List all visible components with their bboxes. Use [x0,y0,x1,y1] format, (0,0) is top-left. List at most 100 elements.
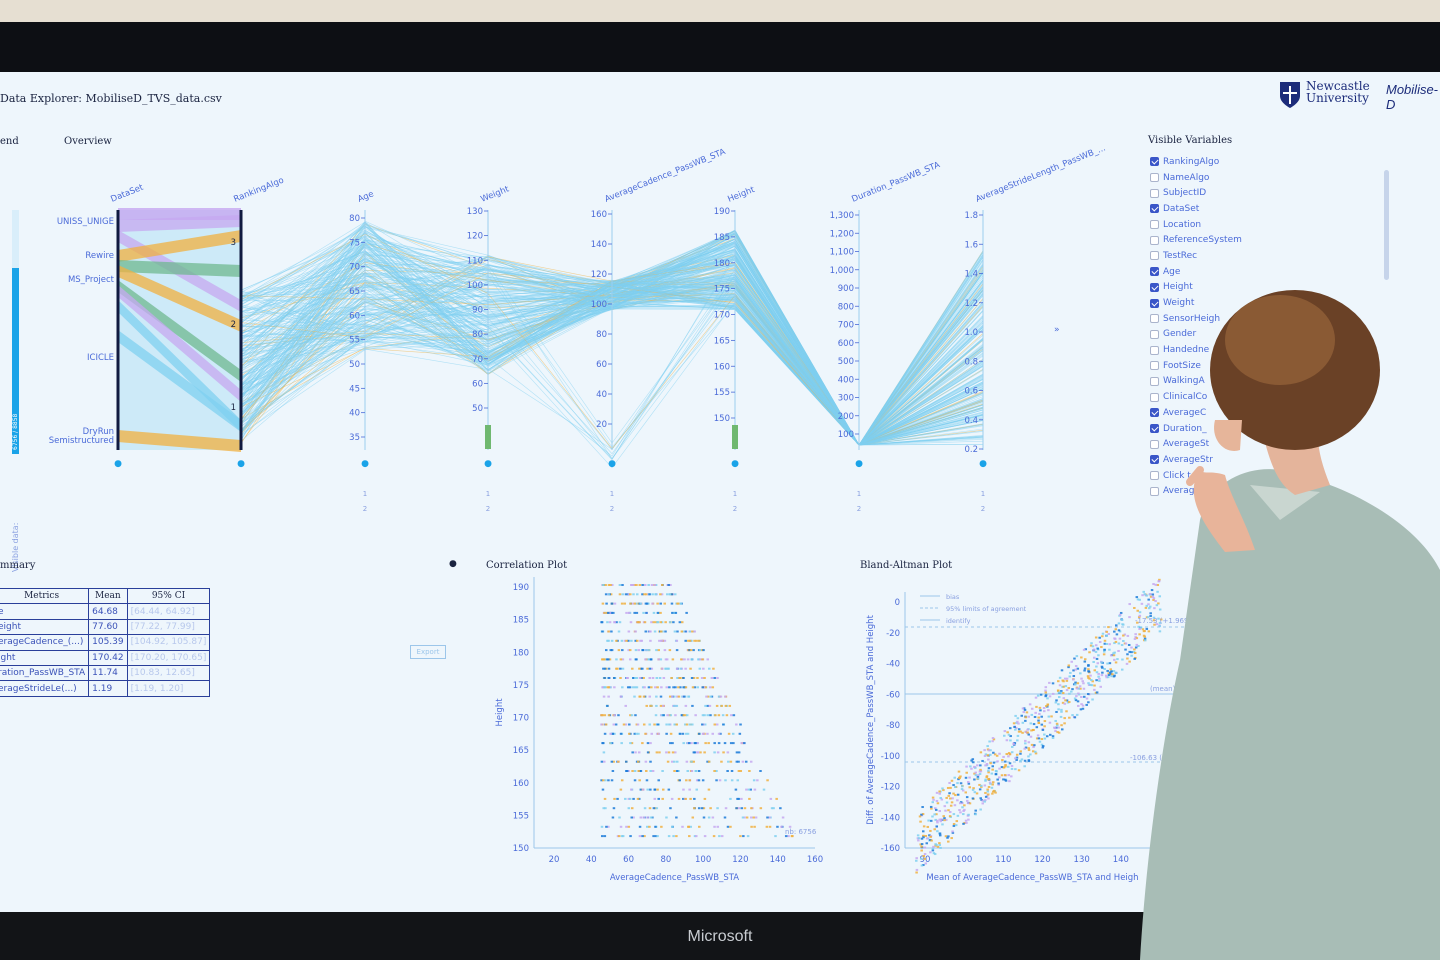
variable-item[interactable]: Average [1150,483,1390,499]
scatter-point [743,816,746,819]
variable-label: WalkingA [1163,376,1205,387]
export-button[interactable]: Export [410,645,446,659]
scatter-point [637,770,640,772]
scatter-point [716,751,720,754]
scatter-point [1128,650,1131,653]
scatter-point [920,837,924,840]
scatter-point [615,639,618,642]
scatter-point [650,621,653,624]
scatter-point [656,686,659,689]
scatter-point [661,584,664,586]
variable-item[interactable]: Handedne [1150,342,1390,358]
scatter-point [1133,657,1136,660]
scatter-point [985,776,988,779]
scatter-point [612,677,616,679]
variable-item[interactable]: Duration_ [1150,421,1390,437]
checkbox[interactable] [1150,314,1159,324]
scatter-point [1019,730,1022,733]
checkbox[interactable] [1150,392,1159,402]
tick-label: 160 [714,362,730,372]
scatter-point [653,797,657,800]
scatter-point [945,818,948,821]
checkbox[interactable] [1150,251,1159,261]
parallel-coordinates-plot[interactable]: ● ● ● ● ● ● ● ●DataSet RankingAlgo Age Weight Avera… [0,72,1140,532]
scatter-point [607,667,611,670]
checkbox[interactable] [1150,455,1159,465]
scatter-point [990,786,994,789]
variable-item[interactable]: TestRec [1150,248,1390,264]
checkbox[interactable] [1150,298,1159,308]
checkbox[interactable] [1150,361,1159,371]
variable-item[interactable]: DataSet [1150,201,1390,217]
variable-item[interactable]: Gender [1150,327,1390,343]
scatter-point [929,819,933,822]
sort-label: 2 [981,505,985,513]
tick-label: 45 [349,384,360,394]
scatter-point [1108,648,1111,651]
variable-item[interactable]: ClinicalCo [1150,389,1390,405]
scatter-point [652,621,655,624]
scatter-point [685,714,689,717]
checkbox[interactable] [1150,376,1159,386]
variable-item[interactable]: RankingAlgo [1150,154,1390,170]
checkbox[interactable] [1150,471,1159,481]
scatter-point [1069,671,1072,674]
variable-label: ClinicalCo [1163,392,1208,403]
scatter-point [679,602,682,605]
variable-item[interactable]: SensorHeigh [1150,311,1390,327]
variable-item[interactable]: SubjectID [1150,185,1390,201]
variable-item[interactable]: Weight [1150,295,1390,311]
checkbox[interactable] [1150,188,1159,198]
x-tick-label: 40 [586,855,597,865]
tick-label: 185 [714,233,730,243]
checkbox[interactable] [1150,267,1159,277]
variable-item[interactable]: Age [1150,264,1390,280]
checkbox[interactable] [1150,157,1159,167]
scatter-point [1100,661,1103,664]
variable-item[interactable]: AverageSt [1150,436,1390,452]
variable-item[interactable]: FootSize [1150,358,1390,374]
variable-item[interactable]: WalkingA [1150,374,1390,390]
checkbox[interactable] [1150,204,1159,214]
scatter-point [709,695,712,698]
variable-item[interactable]: Height [1150,280,1390,296]
variable-item[interactable]: Click t [1150,468,1390,484]
checkbox[interactable] [1150,220,1159,230]
scatter-point [701,686,705,689]
variable-item[interactable]: AverageC [1150,405,1390,421]
drop-icon[interactable]: ● [449,559,457,569]
scatter-point [664,621,667,624]
variable-item[interactable]: AverageStr [1150,452,1390,468]
scatter-point [718,835,721,838]
checkbox[interactable] [1150,282,1159,292]
scatter-point [616,797,619,800]
checkbox[interactable] [1150,408,1159,418]
scatter-point [675,649,679,652]
checkbox[interactable] [1150,235,1159,245]
checkbox[interactable] [1150,329,1159,339]
checkbox[interactable] [1150,486,1159,496]
scatter-point [628,797,632,800]
checkbox[interactable] [1150,345,1159,355]
checkbox[interactable] [1150,439,1159,449]
scatter-point [658,751,661,754]
scatter-point [677,695,681,698]
variable-item[interactable]: ReferenceSystem [1150,232,1390,248]
checkbox[interactable] [1150,173,1159,183]
variables-scrollbar[interactable] [1384,170,1389,280]
scatter-point [1126,634,1130,637]
scatter-point [1007,733,1011,736]
variable-item[interactable]: Location [1150,217,1390,233]
checkbox[interactable] [1150,424,1159,434]
scatter-point [713,825,716,828]
scatter-point [633,611,636,614]
scatter-point [1008,753,1012,756]
scatter-point [706,760,709,763]
table-row: ight170.42[170.20, 170.65] [0,649,211,666]
scatter-point [638,667,641,670]
variable-item[interactable]: NameAlgo [1150,170,1390,186]
scatter-point [1083,695,1086,698]
scatter-point [645,649,648,652]
scatter-point [634,751,637,754]
scatter-point [1115,624,1118,627]
